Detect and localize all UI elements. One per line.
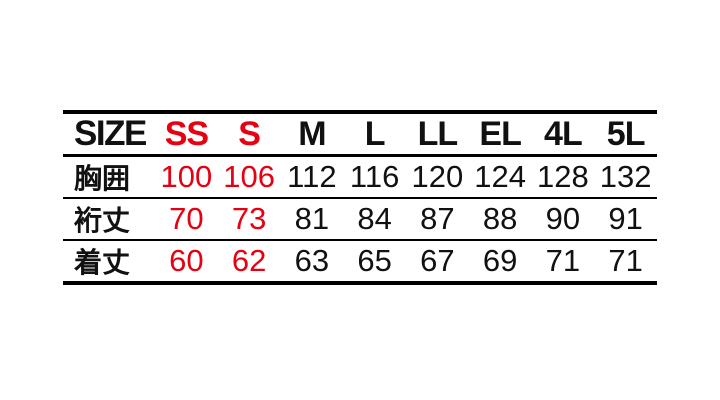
size-chart-table: SIZE SS S M L LL EL 4L 5L 胸囲 100 106 112… [63, 110, 657, 285]
length-4l: 71 [545, 243, 581, 278]
header-row: SIZE SS S M L LL EL 4L 5L [63, 112, 657, 156]
col-header-m: M [298, 114, 326, 153]
row-label-chest: 胸囲 [74, 163, 131, 194]
chest-4l: 128 [537, 159, 589, 194]
table-row-length: 着丈 60 62 63 65 67 69 71 71 [63, 240, 657, 283]
sleeve-ss: 70 [169, 201, 204, 236]
length-el: 69 [482, 243, 518, 278]
sleeve-4l: 90 [545, 201, 581, 236]
col-header-4l: 4L [544, 114, 583, 153]
chest-5l: 132 [599, 159, 652, 194]
row-label-length: 着丈 [74, 247, 131, 278]
chest-m: 112 [287, 159, 337, 194]
sleeve-5l: 91 [608, 201, 643, 236]
table-row-sleeve: 裄丈 70 73 81 84 87 88 90 91 [63, 198, 657, 240]
sleeve-l: 84 [357, 201, 392, 236]
col-header-el: EL [479, 114, 521, 153]
chest-el: 124 [474, 159, 526, 194]
row-label-sleeve: 裄丈 [74, 205, 131, 236]
length-s: 62 [231, 243, 267, 278]
size-chart: SIZE SS S M L LL EL 4L 5L 胸囲 100 106 112… [63, 110, 657, 285]
col-header-ll: LL [417, 114, 459, 153]
length-m: 63 [294, 243, 330, 278]
col-header-ss: SS [164, 114, 209, 153]
size-header-label: SIZE [74, 114, 147, 153]
table-row-chest: 胸囲 100 106 112 116 120 124 128 132 [63, 156, 657, 198]
chest-l: 116 [349, 159, 400, 194]
col-header-l: L [364, 114, 386, 153]
length-5l: 71 [608, 243, 643, 278]
sleeve-ll: 87 [420, 201, 455, 236]
length-ll: 67 [420, 243, 455, 278]
sleeve-el: 88 [482, 201, 518, 236]
chest-ss: 100 [160, 159, 213, 194]
sleeve-s: 73 [231, 201, 267, 236]
sleeve-m: 81 [294, 201, 330, 236]
col-header-s: S [238, 114, 261, 153]
length-l: 65 [357, 243, 392, 278]
length-ss: 60 [169, 243, 204, 278]
chest-ll: 120 [411, 159, 464, 194]
chest-s: 106 [223, 159, 275, 194]
col-header-5l: 5L [606, 114, 646, 153]
